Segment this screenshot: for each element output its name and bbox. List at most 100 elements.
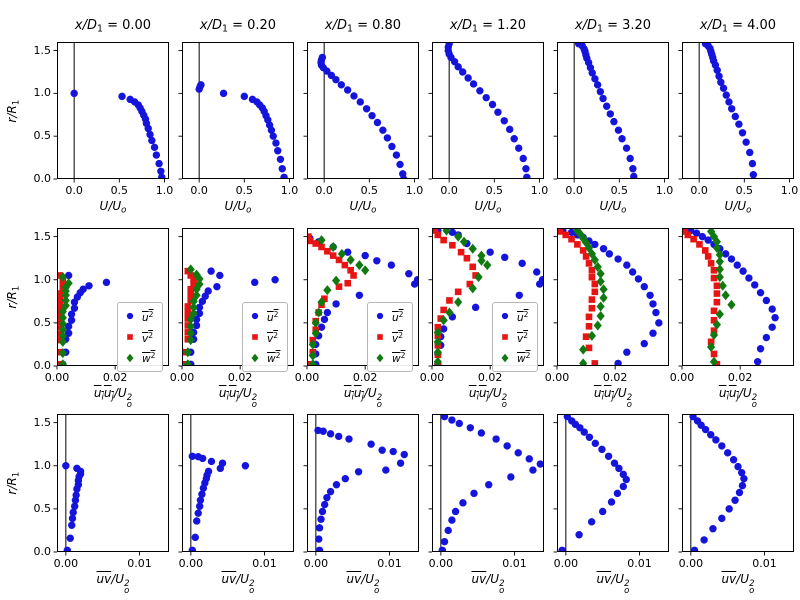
y-tick-label: 0.5 [33,129,52,143]
legend-box: u2 v2 w2 [492,302,539,373]
x-tick-label: 0.01 [502,557,527,570]
legend-item-u2: u2 [249,306,280,327]
legend-box: u2 v2 w2 [117,302,164,373]
series-u2 [559,228,663,366]
series-U [701,42,758,179]
x-tick-label: 0.0 [690,184,708,197]
x-tick-label: 0.0 [65,184,83,197]
x-tick-label: 1.0 [530,184,549,197]
subplot-title: x/D1 = 4.00 [699,18,777,35]
series-uv [62,462,85,552]
subplot-axes-r2c4 [553,414,669,556]
square-marker-icon [252,334,258,340]
x-tick-label: 1.0 [655,184,674,197]
legend-label-u2: u2 [517,310,529,324]
x-axis-label: uv/U 2 o [221,572,255,596]
square-marker-icon [127,334,133,340]
subplot-axes-r2c1 [178,414,294,556]
x-tick-label: 0.5 [610,184,629,197]
y-tick-label: 1.0 [33,86,52,100]
y-tick-label: 0.5 [33,501,52,515]
x-axis-label: U/Uo [99,199,127,216]
x-tick-label: 0.00 [553,557,579,570]
y-axis-label: r/R1 [5,285,22,309]
x-tick-label: 0.02 [727,371,753,384]
legend-box: u2 v2 w2 [242,302,289,373]
legend-label-u2: u2 [267,310,279,324]
legend-label-w2: w2 [517,351,531,366]
x-tick-label: 0.00 [294,371,320,384]
x-tick-label: 0.00 [303,557,329,570]
diamond-marker-icon [501,353,509,363]
x-tick-label: 0.00 [678,557,704,570]
title-value: 4.00 [747,18,777,33]
series-uv [188,452,250,552]
x-tick-label: 0.01 [127,557,152,570]
x-axis-label: uv/U 2 o [96,572,130,596]
subplot-axes-r1c1 [178,228,294,370]
legend-label-u2: u2 [142,310,154,324]
y-tick-label: 0.5 [33,315,52,329]
legend-label-w2: w2 [392,351,406,366]
legend-label-u2: u2 [392,310,404,324]
data-points [701,42,758,179]
square-marker-icon [502,334,508,340]
data-points [558,414,630,552]
x-tick-label: 0.5 [110,184,129,197]
subplot-title: x/D1 = 1.20 [449,18,527,35]
x-tick-label: 0.00 [178,557,204,570]
legend-box: u2 v2 w2 [367,302,414,373]
x-axis-label: U/Uo [724,199,752,216]
data-points [689,414,748,552]
data-points [182,264,279,366]
x-tick-label: 0.00 [428,557,454,570]
series-v2 [557,228,599,366]
data-points [444,42,531,179]
subplot-title: x/D1 = 0.20 [199,18,277,35]
data-points [682,228,779,366]
x-tick-label: 0.0 [315,184,333,197]
data-points [314,426,408,552]
y-tick-label: 1.0 [33,272,52,286]
x-tick-label: 1.0 [155,184,174,197]
legend-item-v2: v2 [499,327,530,348]
legend-label-v2: v2 [267,330,279,345]
x-tick-label: 0.5 [235,184,254,197]
circle-marker-icon [251,313,259,320]
x-tick-label: 0.01 [752,557,777,570]
subplot-axes-r1c3 [428,228,544,370]
x-tick-label: 0.0 [565,184,583,197]
x-axis-label: uv/U 2 o [471,572,505,596]
series-uv [314,426,408,552]
subplot-axes-r1c5 [678,228,794,370]
title-value: 0.20 [247,18,277,33]
subplot-axes-r1c0 [53,228,169,370]
y-tick-label: 0.0 [33,172,52,185]
x-axis-label: uiuj/U 2 o [593,386,633,410]
x-axis-label: U/Uo [224,199,252,216]
legend-item-v2: v2 [124,327,155,348]
x-axis-label: U/Uo [474,199,502,216]
subplot-axes-r0c5 [678,42,794,183]
series-U [317,53,408,179]
circle-marker-icon [126,313,134,320]
data-points [574,42,638,179]
subplot-axes-r1c2 [303,228,419,370]
subplot-axes-r2c0 [53,414,169,556]
y-tick-label: 0.0 [33,359,52,372]
legend-item-w2: w2 [124,348,155,369]
x-tick-label: 0.00 [669,371,695,384]
x-tick-label: 0.02 [227,371,253,384]
series-U [444,42,531,179]
subplot-axes-r0c1 [178,42,294,183]
x-tick-label: 0.02 [602,371,628,384]
legend-label-v2: v2 [517,330,529,345]
data-points [62,462,85,552]
legend-item-w2: w2 [249,348,280,369]
data-points [188,452,250,552]
title-value: 3.20 [622,18,652,33]
subplot-axes-r2c5 [678,414,794,556]
series-uv [689,414,748,552]
y-tick-label: 1.5 [33,43,52,57]
